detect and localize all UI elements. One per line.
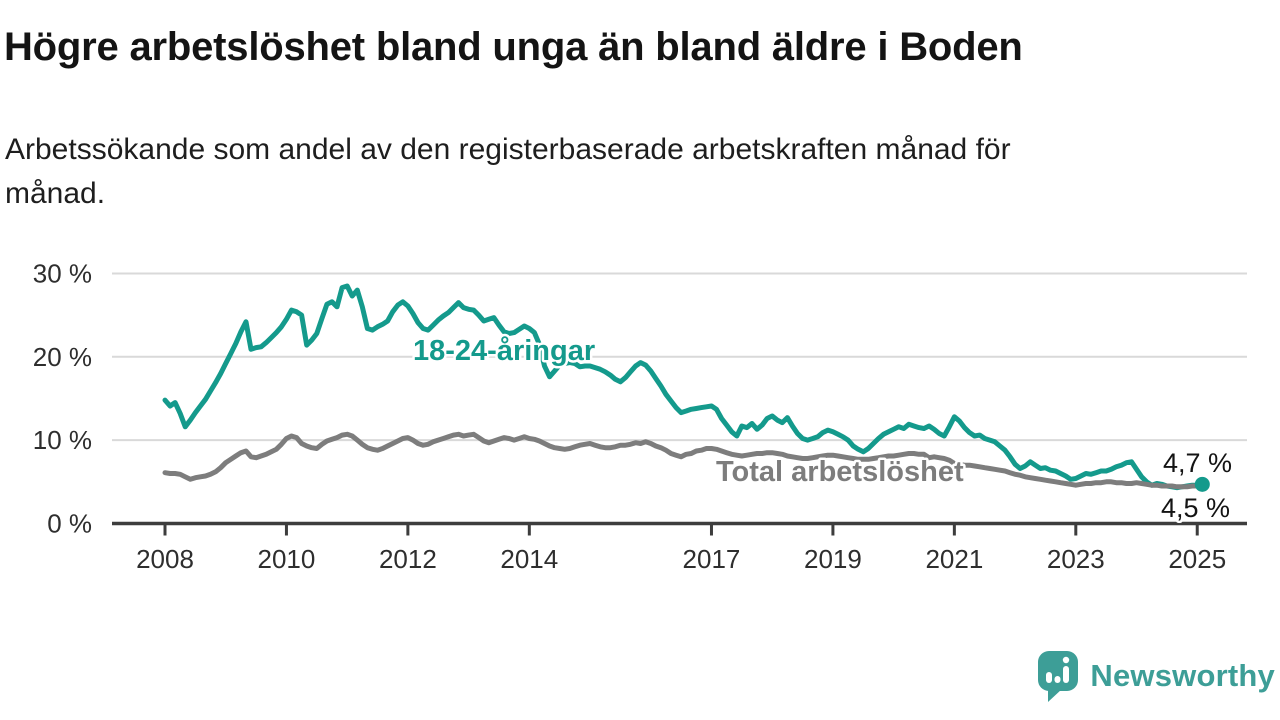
x-axis-tick-label: 2012 (379, 544, 437, 574)
chart-subtitle: Arbetssökande som andel av den registerb… (5, 133, 1011, 210)
x-axis-tick-label: 2010 (258, 544, 316, 574)
series-label-youth: 18-24-åringar (413, 335, 595, 367)
end-value-label-youth: 4,7 % (1163, 448, 1232, 478)
y-axis-tick-label: 10 % (33, 425, 92, 455)
logo-bar-1 (1046, 672, 1053, 683)
x-axis-tick-label: 2014 (500, 544, 558, 574)
x-axis-tick-label: 2023 (1047, 544, 1105, 574)
y-axis-tick-label: 0 % (47, 509, 92, 539)
page-title: Högre arbetslöshet bland unga än bland ä… (4, 25, 1023, 69)
logo-bar-3 (1063, 666, 1070, 683)
newsworthy-logo: Newsworthy (1035, 649, 1275, 703)
series-line-total (162, 431, 1205, 490)
x-axis-tick-label: 2017 (683, 544, 741, 574)
series-end-dot (1194, 476, 1210, 492)
logo-bar-2 (1054, 676, 1061, 683)
series-line-youth (162, 283, 1205, 491)
x-axis-tick-label: 2019 (804, 544, 862, 574)
y-axis-tick-label: 30 % (33, 258, 92, 288)
series-label-total: Total arbetslöshet (716, 456, 964, 488)
x-axis-tick-label: 2021 (925, 544, 983, 574)
x-axis-tick-label: 2008 (136, 544, 194, 574)
newsworthy-logo-icon (1038, 651, 1079, 702)
end-value-label-total: 4,5 % (1161, 493, 1230, 523)
newsworthy-logo-text: Newsworthy (1090, 658, 1275, 693)
x-axis-tick-label: 2025 (1168, 544, 1226, 574)
logo-exclamation-dot (1063, 656, 1070, 664)
y-axis-tick-label: 20 % (33, 342, 92, 372)
